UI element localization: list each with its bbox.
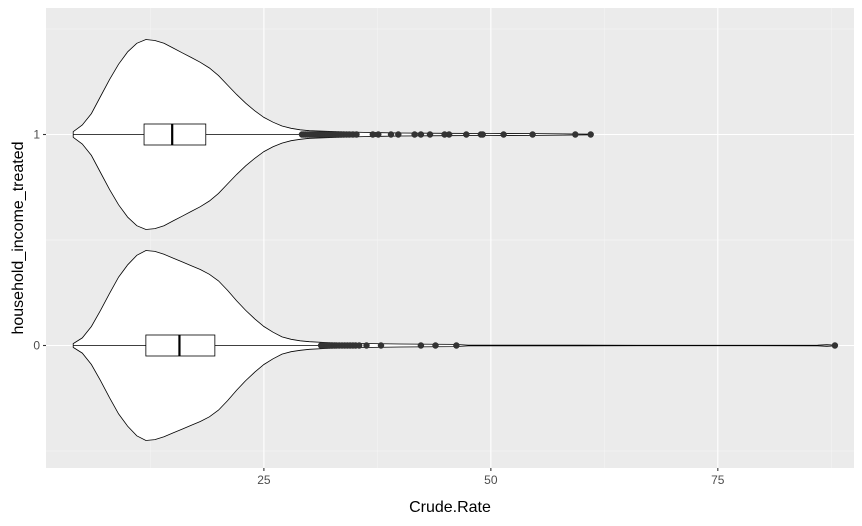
outlier-point (363, 342, 370, 349)
outlier-point (377, 342, 385, 349)
outlier-point (353, 131, 360, 138)
outlier-point (441, 131, 448, 138)
outlier-point (572, 131, 579, 138)
outlier-point (417, 131, 425, 138)
y-tick-label: 0 (33, 339, 40, 353)
outlier-point (411, 131, 418, 138)
outlier-point (587, 131, 594, 138)
outlier-point (453, 342, 460, 349)
outlier-point (375, 131, 382, 138)
outlier-point (426, 131, 434, 138)
x-axis-title: Crude.Rate (409, 499, 491, 516)
violins (72, 39, 839, 441)
x-tick-label: 25 (257, 473, 271, 487)
y-axis: 01 (33, 128, 46, 353)
outlier-point (445, 131, 453, 138)
y-tick-label: 1 (33, 128, 40, 142)
x-axis: 25 50 75 (257, 468, 725, 487)
violin-group-0 (72, 250, 839, 441)
iqr-box (143, 123, 207, 146)
x-tick-label: 75 (711, 473, 725, 487)
outlier-point (463, 131, 470, 138)
outlier-point (500, 131, 507, 138)
outlier-point (387, 131, 395, 138)
outlier-point (831, 342, 839, 349)
outlier-point (479, 131, 486, 138)
y-axis-title: household_income_treated (10, 141, 27, 334)
outlier-point (369, 131, 376, 138)
outlier-point (417, 342, 425, 349)
violin-group-1 (72, 39, 594, 230)
outlier-point (432, 342, 439, 349)
outlier-point (395, 131, 402, 138)
x-tick-label: 50 (484, 473, 498, 487)
outlier-point (529, 131, 536, 138)
outlier-point (356, 342, 363, 349)
minor-gridlines (46, 8, 854, 468)
